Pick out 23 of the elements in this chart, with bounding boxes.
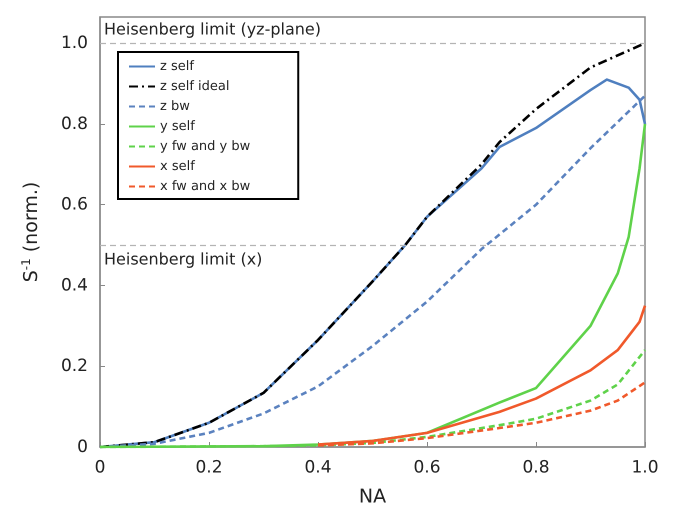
x-axis-title: NA [358,486,386,508]
y-axis-title: S-1 (norm.) [19,182,42,282]
y-tick-label: 0.8 [60,114,88,134]
y-tick-label: 0 [77,437,88,457]
y-tick-label: 0.6 [60,194,88,215]
y-tick-label: 0.2 [60,356,88,376]
x-tick-label: 0.6 [413,458,441,478]
y-tick-label: 1.0 [60,33,88,54]
x-tick-label: 0 [94,458,106,478]
x-tick-label: 1.0 [631,458,659,478]
ref-line-label: Heisenberg limit (yz-plane) [104,20,321,39]
legend-label: y fw and y bw [160,139,251,154]
x-tick-label: 0.8 [522,458,550,478]
legend-label: y self [160,119,196,134]
legend-label: z self [160,59,194,74]
y-tick-label: 0.4 [60,276,88,296]
ref-line-label: Heisenberg limit (x) [104,250,262,269]
legend-label: z self ideal [160,79,230,94]
x-tick-label: 0.4 [304,458,332,478]
x-tick-label: 0.2 [195,458,223,478]
legend-label: z bw [160,99,190,114]
legend-label: x self [160,159,196,174]
legend-label: x fw and x bw [160,179,251,194]
